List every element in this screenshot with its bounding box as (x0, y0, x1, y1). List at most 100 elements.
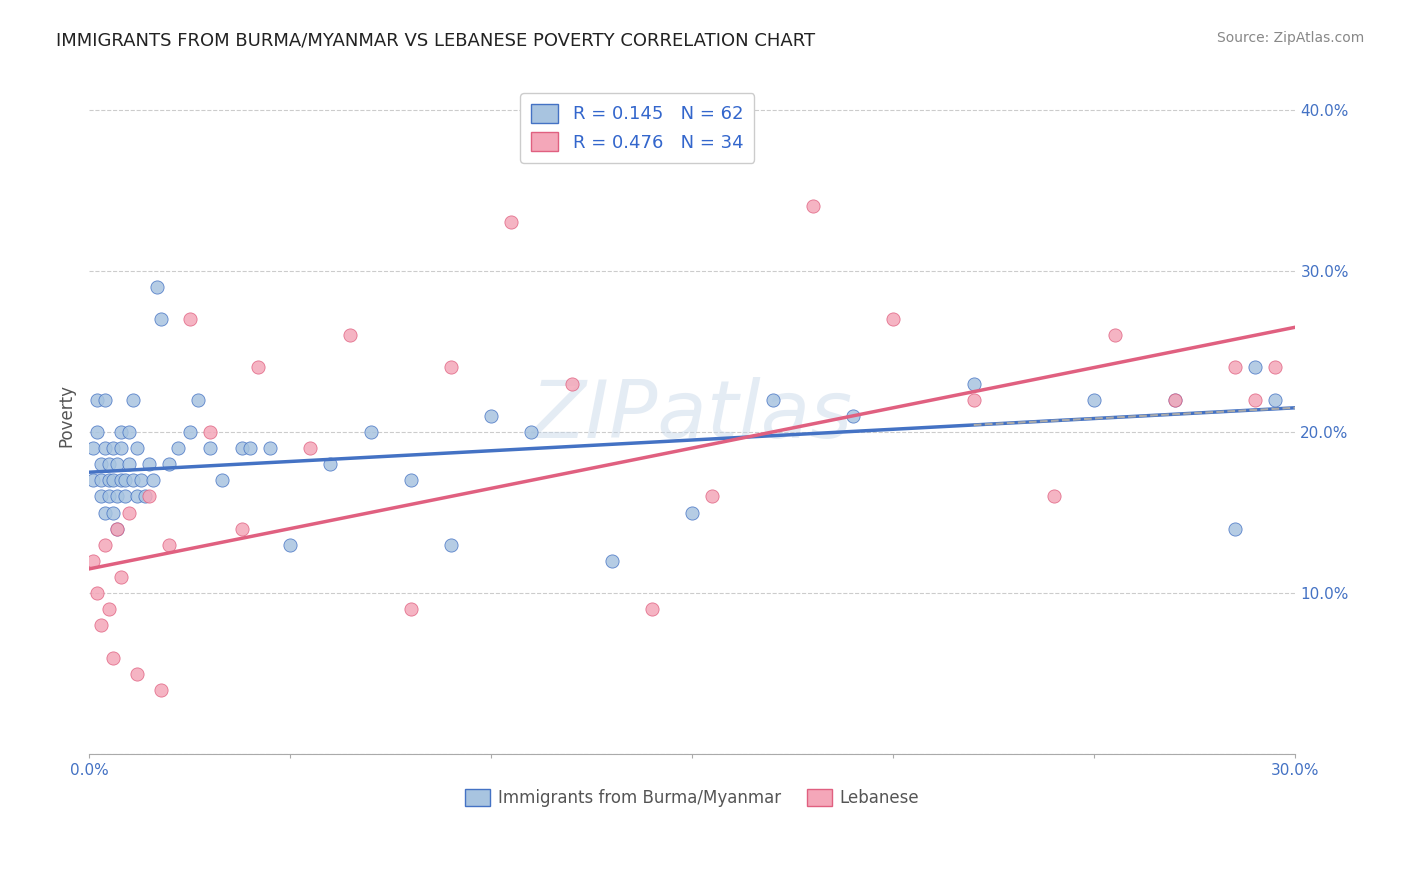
Point (118, 506, 141, 520)
Point (150, 682, 173, 697)
Point (681, 506, 703, 520)
Point (150, 312, 173, 326)
Point (239, 441, 262, 455)
Point (179, 312, 201, 326)
Point (103, 506, 125, 520)
Point (94, 506, 117, 520)
Text: IMMIGRANTS FROM BURMA/MYANMAR VS LEBANESE POVERTY CORRELATION CHART: IMMIGRANTS FROM BURMA/MYANMAR VS LEBANES… (56, 31, 815, 49)
Point (246, 360, 269, 375)
Point (520, 425, 543, 439)
Point (159, 538, 181, 552)
Point (90, 473, 112, 487)
Point (1164, 392, 1187, 407)
Point (211, 473, 233, 487)
Point (963, 392, 986, 407)
Point (179, 425, 201, 439)
Point (127, 441, 149, 455)
Point (187, 392, 209, 407)
Point (231, 522, 253, 536)
Point (82, 473, 104, 487)
Point (127, 666, 149, 681)
Point (105, 522, 128, 536)
Point (98, 457, 121, 471)
Point (360, 425, 382, 439)
Point (86, 586, 108, 600)
Point (98, 602, 121, 616)
Point (138, 457, 160, 471)
Point (103, 650, 125, 665)
Point (110, 570, 132, 584)
Point (440, 538, 463, 552)
Point (103, 473, 125, 487)
Point (86, 425, 108, 439)
Point (231, 441, 253, 455)
Point (98, 489, 121, 503)
Point (134, 489, 156, 503)
Point (90, 457, 112, 471)
Point (103, 441, 125, 455)
Point (114, 473, 136, 487)
Point (94, 392, 117, 407)
Point (105, 522, 128, 536)
Point (90, 489, 112, 503)
Point (122, 392, 145, 407)
Point (1223, 360, 1246, 375)
Point (440, 360, 463, 375)
Point (118, 457, 141, 471)
Point (479, 409, 502, 423)
Point (1083, 392, 1105, 407)
Point (319, 457, 342, 471)
Point (702, 489, 724, 503)
Point (963, 376, 986, 391)
Point (138, 489, 160, 503)
Point (94, 441, 117, 455)
Point (1104, 328, 1126, 343)
Point (600, 554, 623, 568)
Point (159, 457, 181, 471)
Point (1244, 392, 1267, 407)
Legend: Immigrants from Burma/Myanmar, Lebanese: Immigrants from Burma/Myanmar, Lebanese (458, 782, 927, 814)
Point (86, 392, 108, 407)
Point (166, 441, 188, 455)
Point (561, 376, 583, 391)
Point (1043, 489, 1066, 503)
Y-axis label: Poverty: Poverty (58, 384, 75, 447)
Point (198, 425, 221, 439)
Point (299, 441, 322, 455)
Point (1244, 360, 1267, 375)
Point (122, 473, 145, 487)
Point (105, 457, 128, 471)
Point (641, 602, 664, 616)
Point (110, 473, 132, 487)
Point (118, 425, 141, 439)
Point (801, 199, 824, 213)
Point (114, 489, 136, 503)
Point (1264, 360, 1286, 375)
Point (1223, 522, 1246, 536)
Point (110, 425, 132, 439)
Point (278, 538, 301, 552)
Point (90, 618, 112, 632)
Point (1264, 392, 1286, 407)
Point (105, 489, 128, 503)
Point (98, 473, 121, 487)
Point (127, 489, 149, 503)
Point (110, 441, 132, 455)
Text: ZIPatlas: ZIPatlas (531, 376, 853, 455)
Point (842, 409, 865, 423)
Text: Source: ZipAtlas.com: Source: ZipAtlas.com (1216, 31, 1364, 45)
Point (399, 602, 422, 616)
Point (198, 441, 221, 455)
Point (1164, 392, 1187, 407)
Point (259, 441, 281, 455)
Point (94, 538, 117, 552)
Point (146, 280, 169, 294)
Point (399, 473, 422, 487)
Point (882, 312, 904, 326)
Point (82, 554, 104, 568)
Point (501, 215, 523, 229)
Point (82, 441, 104, 455)
Point (762, 392, 785, 407)
Point (142, 473, 165, 487)
Point (339, 328, 361, 343)
